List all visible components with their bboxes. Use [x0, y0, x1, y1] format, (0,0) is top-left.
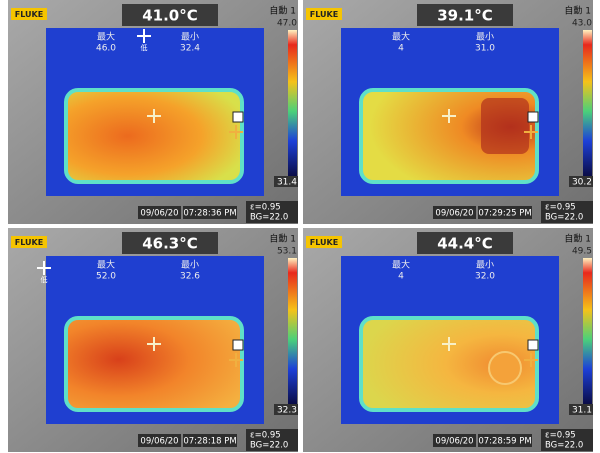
- min-value: 32.4: [180, 44, 200, 54]
- hot-marker: [527, 111, 539, 123]
- param-box: [541, 201, 593, 223]
- min-label: 最小: [476, 32, 494, 43]
- scale-max: 53.1: [277, 247, 297, 257]
- time: 07:28:18 PM: [183, 437, 236, 447]
- background-temp: BG=22.0: [250, 441, 288, 451]
- time: 07:28:36 PM: [183, 209, 236, 219]
- scale-bar: [583, 258, 592, 406]
- center-temp: 41.0°C: [142, 7, 198, 25]
- brand-logo: [11, 8, 47, 20]
- min-label: 最小: [476, 260, 494, 271]
- date: 09/06/20: [435, 437, 473, 447]
- center-temp-box: [417, 4, 513, 26]
- hot-marker: [232, 111, 244, 123]
- brand-logo: [306, 236, 342, 248]
- center-temp: 39.1°C: [437, 7, 493, 25]
- mode: 自動 1: [564, 233, 591, 245]
- low-marker: 低: [41, 275, 48, 284]
- center-temp-box: [122, 232, 218, 254]
- mode: 自動 1: [269, 5, 296, 17]
- time-box: [183, 206, 237, 219]
- brand-logo: [11, 236, 47, 248]
- background-temp: BG=22.0: [545, 213, 583, 223]
- scale-max: 49.5: [572, 247, 592, 257]
- date-box: [433, 206, 476, 219]
- scale-min: 32.3: [277, 406, 297, 416]
- min-value: 31.0: [475, 44, 495, 54]
- param-box: [246, 201, 298, 223]
- emissivity: ε=0.95: [250, 203, 281, 213]
- background-temp: BG=22.0: [250, 213, 288, 223]
- max-value: 4: [398, 44, 404, 54]
- scale-min-box: [274, 404, 298, 415]
- time: 07:29:25 PM: [478, 209, 531, 219]
- emissivity: ε=0.95: [250, 431, 281, 441]
- center-temp: 44.4°C: [437, 235, 493, 253]
- mode: 自動 1: [269, 233, 296, 245]
- time-box: [183, 434, 237, 447]
- time-box: [478, 434, 532, 447]
- min-label: 最小: [181, 32, 199, 43]
- min-value: 32.0: [475, 272, 495, 282]
- max-value: 52.0: [96, 272, 116, 282]
- max-value: 46.0: [96, 44, 116, 54]
- scale-min: 30.2: [572, 178, 592, 188]
- center-temp-box: [122, 4, 218, 26]
- min-value: 32.6: [180, 272, 200, 282]
- low-marker: 低: [141, 43, 148, 52]
- date-box: [138, 434, 181, 447]
- brand: FLUKE: [15, 238, 43, 247]
- date: 09/06/20: [435, 209, 473, 219]
- hot-spot: [488, 351, 522, 385]
- scale-max: 47.0: [277, 19, 297, 29]
- scale-bar: [288, 258, 297, 406]
- hot-object: [64, 316, 244, 412]
- max-value: 4: [398, 272, 404, 282]
- center-temp: 46.3°C: [142, 235, 198, 253]
- background-temp: BG=22.0: [545, 441, 583, 451]
- param-box: [541, 429, 593, 451]
- brand: FLUKE: [15, 10, 43, 19]
- scale-bar: [288, 30, 297, 178]
- hot-object: [359, 316, 539, 412]
- hot-object: [64, 88, 244, 184]
- brand: FLUKE: [310, 10, 338, 19]
- max-label: 最大: [392, 259, 410, 271]
- brand-logo: [306, 8, 342, 20]
- brand: FLUKE: [310, 238, 338, 247]
- hot-spot: [481, 98, 529, 154]
- max-label: 最大: [97, 259, 115, 271]
- scale-min: 31.1: [572, 406, 592, 416]
- date-box: [138, 206, 181, 219]
- emissivity: ε=0.95: [545, 203, 576, 213]
- date-box: [433, 434, 476, 447]
- scale-min-box: [569, 404, 593, 415]
- center-temp-box: [417, 232, 513, 254]
- scale-min: 31.4: [277, 178, 297, 188]
- scale-min-box: [274, 176, 298, 187]
- hot-marker: [232, 339, 244, 351]
- time-box: [478, 206, 532, 219]
- param-box: [246, 429, 298, 451]
- scale-max: 43.0: [572, 19, 592, 29]
- mode: 自動 1: [564, 5, 591, 17]
- scale-min-box: [569, 176, 593, 187]
- min-label: 最小: [181, 260, 199, 271]
- time: 07:28:59 PM: [478, 437, 531, 447]
- hot-marker: [527, 339, 539, 351]
- max-label: 最大: [97, 31, 115, 43]
- date: 09/06/20: [140, 437, 178, 447]
- scale-bar: [583, 30, 592, 178]
- date: 09/06/20: [140, 209, 178, 219]
- max-label: 最大: [392, 31, 410, 43]
- emissivity: ε=0.95: [545, 431, 576, 441]
